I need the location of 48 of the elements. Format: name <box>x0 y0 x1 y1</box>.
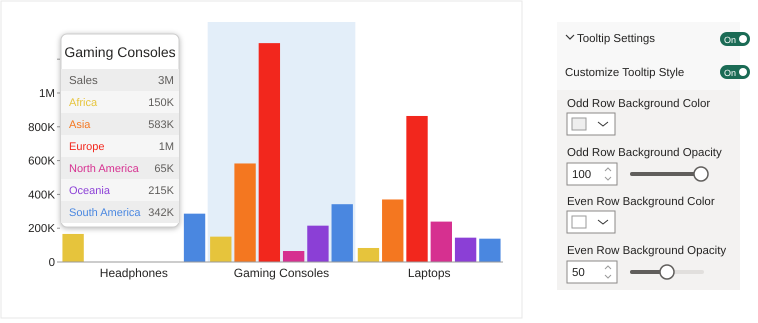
text: Even Row Background Opacity <box>567 245 726 257</box>
annotation: Sales <box>69 75 98 87</box>
bar <box>358 248 380 262</box>
text: Africa <box>69 97 98 109</box>
text: On <box>724 35 736 45</box>
bar <box>454 238 476 262</box>
bar <box>184 214 206 262</box>
bar <box>406 116 428 262</box>
text: Customize Tooltip Style <box>565 67 684 79</box>
bar <box>210 236 232 262</box>
annotation: 342K <box>148 207 175 219</box>
bar <box>234 163 256 262</box>
y-tick-label: 400K <box>28 189 56 202</box>
annotation: 65K <box>154 163 175 175</box>
bar <box>479 238 501 262</box>
y-tick-label: 1M <box>39 88 55 100</box>
bar <box>258 43 280 262</box>
annotation: Gaming Consoles <box>64 44 176 60</box>
bar <box>62 234 84 262</box>
text: Tooltip Settings <box>577 33 656 45</box>
text: Asia <box>69 119 92 131</box>
text: North America <box>69 163 140 175</box>
annotation: 1M <box>158 141 174 153</box>
y-tick-label: 800K <box>28 122 56 134</box>
y-tick-label: 600K <box>28 156 56 168</box>
y-tick-label: 200K <box>28 223 56 236</box>
x-tick-label: Headphones <box>100 266 168 280</box>
text: On <box>724 68 736 78</box>
x-tick-label: Gaming Consoles <box>234 266 330 280</box>
annotation: 150K <box>148 97 175 109</box>
text: 50 <box>572 267 585 279</box>
annotation: 583K <box>148 119 175 131</box>
annotation: 3M <box>158 75 174 87</box>
bar <box>307 226 329 262</box>
text: Europe <box>69 141 104 153</box>
text: Odd Row Background Color <box>567 98 710 110</box>
text: South America <box>69 207 142 219</box>
text: Odd Row Background Opacity <box>567 147 722 159</box>
y-tick-label: 0 <box>48 257 55 269</box>
bar <box>382 199 404 262</box>
bar <box>282 251 304 262</box>
bar <box>430 222 452 262</box>
text: Oceania <box>69 185 111 197</box>
bar <box>332 204 353 262</box>
text: Even Row Background Color <box>567 196 715 208</box>
annotation: 215K <box>148 185 175 197</box>
text: 100 <box>572 169 592 181</box>
x-tick-label: Laptops <box>408 266 451 280</box>
